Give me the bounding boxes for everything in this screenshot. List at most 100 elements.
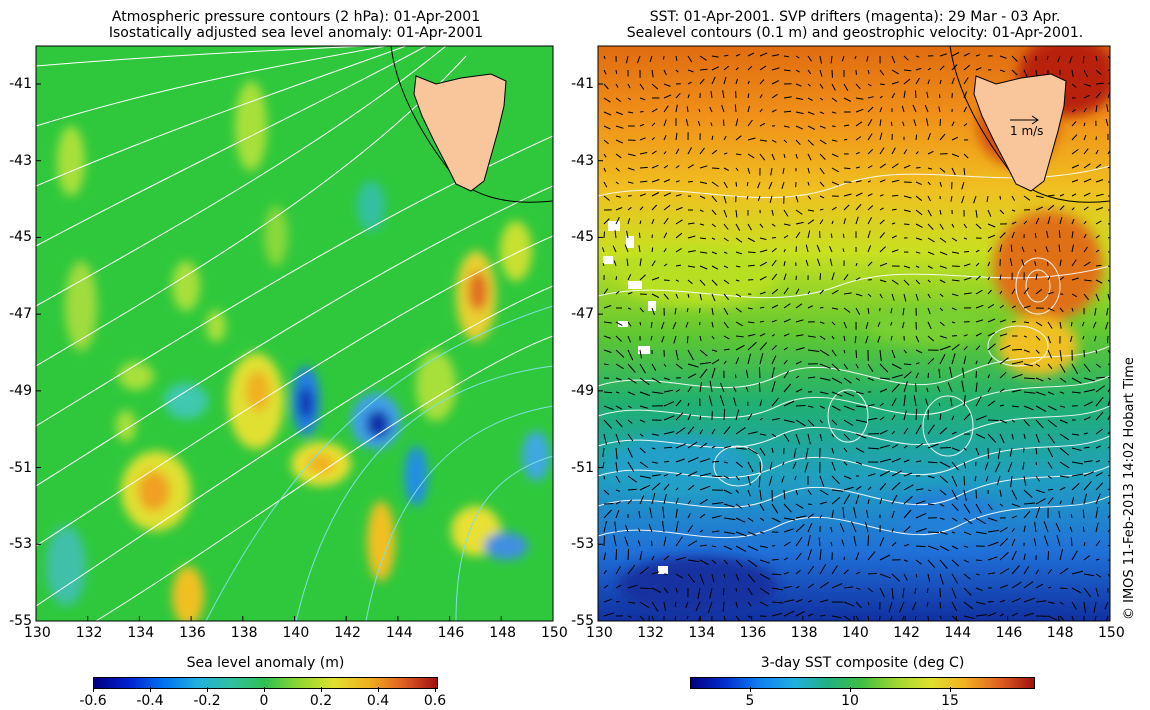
- right-title-line2: Sealevel contours (0.1 m) and geostrophi…: [626, 25, 1084, 41]
- right-y-tick-label: -55: [571, 613, 594, 629]
- velocity-arrow: [975, 559, 982, 562]
- velocity-arrow: [663, 279, 670, 281]
- sst-map-panel: 1 m/s: [598, 46, 1110, 621]
- velocity-arrow: [711, 460, 720, 463]
- velocity-arrow: [939, 118, 941, 127]
- velocity-arrow: [734, 374, 737, 379]
- velocity-arrow: [842, 233, 845, 239]
- velocity-arrow: [722, 119, 725, 127]
- velocity-arrow: [747, 251, 756, 254]
- velocity-arrow: [939, 601, 942, 609]
- velocity-arrow: [795, 405, 806, 407]
- colorbar-tick-mark: [207, 687, 208, 692]
- velocity-arrow: [819, 273, 822, 281]
- velocity-arrow: [927, 531, 939, 533]
- right-y-tick-label: -47: [571, 306, 594, 323]
- left-title-line1: Atmospheric pressure contours (2 hPa): 0…: [111, 9, 481, 25]
- sst-colorbar: [690, 677, 1035, 689]
- velocity-arrow: [722, 587, 725, 596]
- velocity-arrow: [831, 125, 836, 127]
- copyright-notice: © IMOS 11-Feb-2013 14:02 Hobart Time: [1122, 357, 1137, 620]
- right-y-tick-label: -41: [571, 76, 594, 92]
- velocity-arrow: [915, 134, 918, 141]
- right-x-tick-label: 150: [1098, 625, 1125, 641]
- velocity-arrow: [711, 615, 713, 621]
- left-y-tick-label: -47: [9, 306, 32, 323]
- velocity-arrow: [603, 231, 605, 239]
- velocity-arrow: [963, 251, 970, 253]
- colorbar-tick-mark: [950, 687, 951, 692]
- velocity-arrow: [771, 573, 782, 576]
- left-x-tick-label: 136: [179, 625, 206, 641]
- velocity-arrow: [927, 503, 935, 506]
- left-x-tick-label: 144: [385, 625, 413, 641]
- left-title-line2: Isostatically adjusted sea level anomaly…: [108, 25, 484, 41]
- velocity-arrow: [615, 69, 618, 74]
- velocity-arrow: [975, 371, 977, 379]
- velocity-arrow: [867, 572, 878, 575]
- colorbar-tick-mark: [850, 687, 851, 692]
- velocity-arrow: [651, 247, 654, 253]
- right-x-tick-label: 132: [637, 625, 664, 641]
- velocity-arrow: [615, 549, 618, 561]
- velocity-arrow: [603, 503, 614, 505]
- left-y-tick-label: -43: [9, 152, 32, 169]
- left-x-tick-label: 138: [230, 625, 258, 641]
- velocity-arrow: [627, 488, 637, 491]
- colorbar-tick-label: 5: [745, 693, 755, 709]
- velocity-arrow: [747, 264, 755, 267]
- right-x-tick-label: 138: [790, 625, 818, 641]
- velocity-arrow: [639, 166, 648, 169]
- velocity-arrow: [807, 503, 812, 505]
- sst-colorbar-title: 3-day SST composite (deg C): [760, 655, 965, 671]
- right-y-tick-label: -51: [571, 459, 594, 476]
- velocity-arrow: [819, 306, 824, 309]
- velocity-arrow: [711, 167, 720, 169]
- velocity-arrow: [903, 69, 912, 72]
- left-x-tick-label: 146: [437, 625, 465, 641]
- velocity-arrow: [699, 415, 702, 421]
- velocity-arrow: [783, 69, 791, 72]
- left-y-tick-label: -55: [9, 613, 32, 629]
- velocity-arrow: [1107, 335, 1109, 344]
- velocity-arrow: [783, 55, 789, 58]
- velocity-arrow: [735, 587, 738, 592]
- colorbar-tick-mark: [150, 687, 151, 692]
- velocity-arrow: [1023, 447, 1025, 453]
- velocity-arrow: [843, 167, 851, 170]
- left-y-tick-label: -45: [9, 229, 32, 246]
- right-title-line1: SST: 01-Apr-2001. SVP drifters (magenta)…: [649, 9, 1061, 25]
- velocity-scale-label: 1 m/s: [1010, 124, 1044, 138]
- velocity-arrow: [1059, 587, 1068, 590]
- velocity-arrow: [603, 475, 605, 480]
- colorbar-tick-label: 0.4: [366, 693, 390, 709]
- velocity-arrow: [639, 321, 642, 326]
- right-x-tick-label: 142: [893, 625, 920, 641]
- colorbar-tick-mark: [435, 687, 436, 692]
- colorbar-tick-label: 10: [841, 693, 859, 709]
- velocity-arrow: [1082, 526, 1085, 533]
- colorbar-tick-label: 0: [259, 693, 269, 709]
- sla-colorbar-title: Sea level anomaly (m): [186, 655, 345, 671]
- velocity-arrow: [855, 349, 858, 359]
- left-y-tick-label: -53: [9, 536, 32, 553]
- velocity-arrow: [987, 419, 999, 421]
- colorbar-tick-mark: [750, 687, 751, 692]
- velocity-arrow: [1107, 181, 1110, 183]
- velocity-arrow: [1070, 537, 1073, 547]
- velocity-arrow: [914, 90, 917, 99]
- velocity-arrow: [758, 366, 761, 379]
- left-x-tick-label: 140: [282, 625, 310, 641]
- left-x-tick-label: 130: [24, 625, 51, 641]
- velocity-arrow: [735, 153, 742, 156]
- velocity-arrow: [771, 237, 776, 239]
- velocity-arrow: [891, 194, 899, 197]
- velocity-arrow: [927, 372, 930, 379]
- velocity-arrow: [771, 558, 779, 561]
- velocity-arrow: [734, 104, 737, 113]
- colorbar-tick-mark: [321, 687, 322, 692]
- velocity-arrow: [603, 391, 613, 394]
- velocity-arrow: [1107, 265, 1110, 267]
- velocity-arrow: [663, 55, 665, 60]
- velocity-arrow: [759, 320, 764, 323]
